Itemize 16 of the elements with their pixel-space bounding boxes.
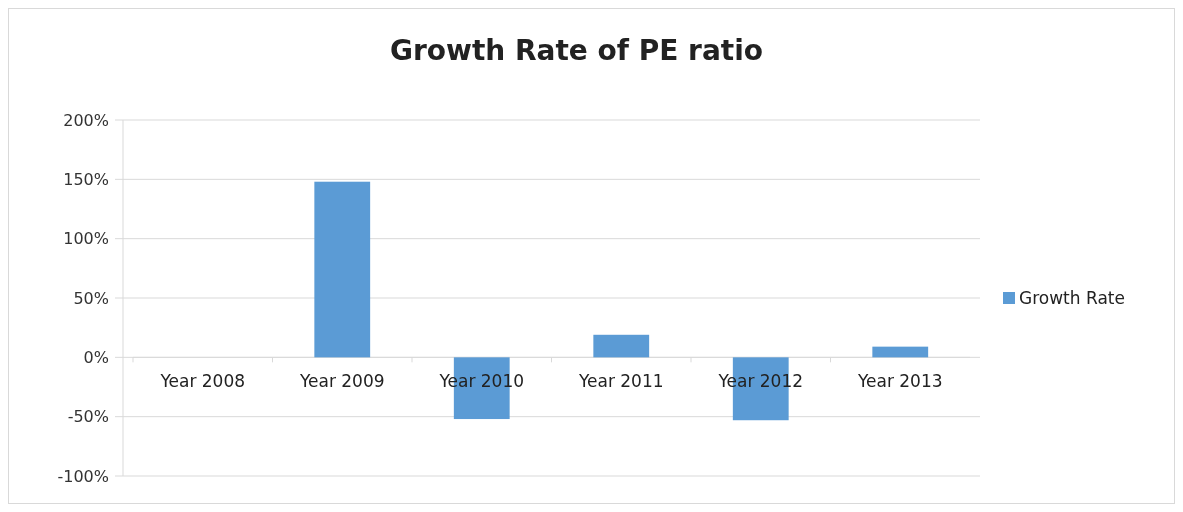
legend-label: Growth Rate (1019, 287, 1125, 308)
y-tick-label: -50% (67, 407, 109, 427)
y-tick-label: -100% (57, 466, 109, 486)
x-tick-label: Year 2013 (856, 371, 943, 392)
chart-title: Growth Rate of PE ratio (389, 34, 764, 67)
bar (593, 334, 650, 358)
bar (314, 181, 371, 358)
x-tick-label: Year 2011 (577, 371, 664, 392)
y-tick-label: 50% (73, 288, 109, 308)
y-tick-label: 0% (83, 347, 109, 367)
x-tick-label: Year 2009 (298, 371, 385, 392)
y-tick-label: 200% (63, 110, 109, 130)
y-tick-label: 150% (63, 169, 109, 189)
y-tick-label: 100% (63, 229, 109, 249)
bar (872, 346, 929, 358)
x-tick-label: Year 2008 (159, 371, 246, 392)
